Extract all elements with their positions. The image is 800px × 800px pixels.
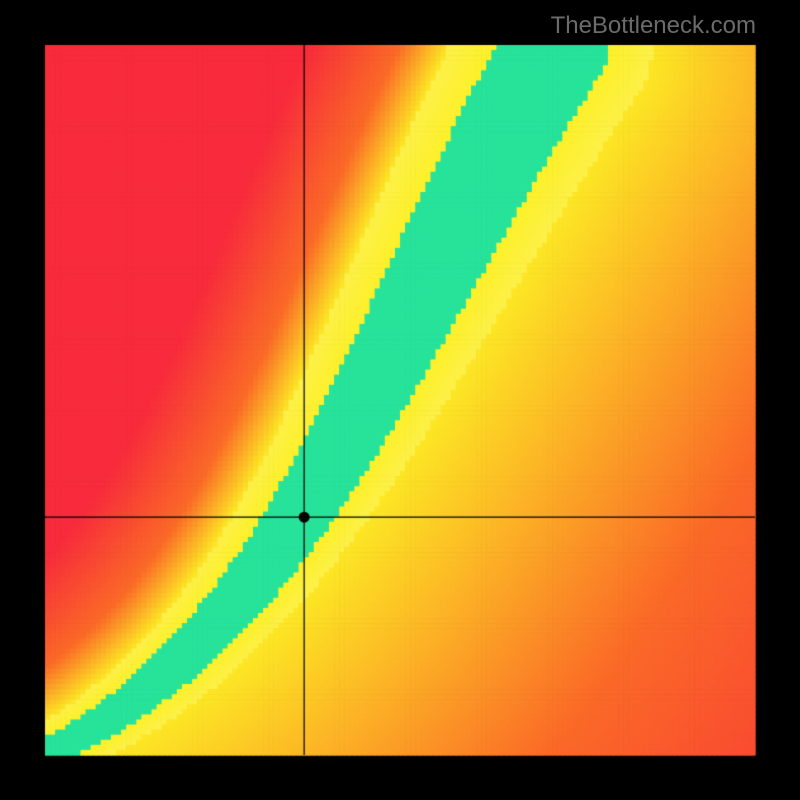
heatmap-canvas [0,0,800,800]
chart-container: TheBottleneck.com [0,0,800,800]
watermark-text: TheBottleneck.com [551,12,756,40]
